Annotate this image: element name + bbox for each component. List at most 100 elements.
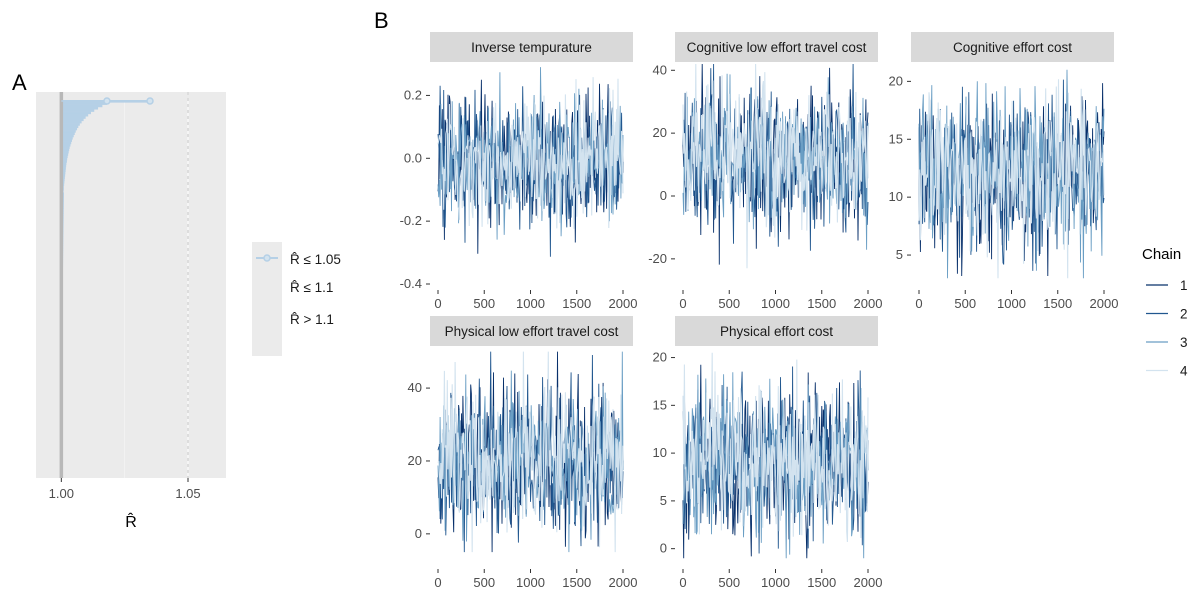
rhat-bar	[61, 146, 70, 149]
y-tick-label: 10	[653, 445, 667, 460]
rhat-x-tick-label: 1.05	[175, 486, 200, 501]
y-tick-label: 15	[889, 131, 903, 146]
chain-4-trace	[918, 79, 1105, 279]
rhat-bar	[61, 160, 67, 163]
chain-legend-label-3: 3	[1180, 335, 1188, 350]
rhat-bar	[61, 171, 66, 175]
x-tick-label: 1500	[807, 575, 836, 590]
x-tick-label: 2000	[854, 575, 883, 590]
trace-facet: Cognitive low effort travel cost -20 0 20 40…	[648, 32, 882, 311]
x-tick-label: 0	[679, 296, 686, 311]
rhat-bar	[61, 113, 89, 117]
rhat-bar	[61, 143, 71, 147]
y-tick-label: 20	[653, 125, 667, 140]
rhat-bar	[61, 118, 84, 122]
x-tick-label: 0	[679, 575, 686, 590]
y-tick-label: 15	[653, 397, 667, 412]
rhat-bar	[61, 111, 91, 115]
facet-strip	[675, 32, 878, 62]
y-tick-label: 20	[889, 73, 903, 88]
rhat-bar	[61, 153, 69, 156]
facet-strip-title: Inverse tempurature	[471, 40, 592, 55]
chain-legend-items: 1 2 3 4	[1146, 278, 1188, 379]
x-tick-label: 2000	[854, 296, 883, 311]
facet-strip-title: Physical low effort travel cost	[445, 324, 619, 339]
x-tick-label: 1000	[516, 575, 545, 590]
x-tick-label: 1500	[1043, 296, 1072, 311]
rhat-legend-entry-1: R̂ ≤ 1.05	[290, 252, 341, 267]
y-tick-label: -0.4	[400, 276, 422, 291]
rhat-max-point	[146, 97, 154, 105]
y-tick-label: -20	[648, 251, 667, 266]
x-tick-label: 0	[915, 296, 922, 311]
facet-strip	[675, 316, 878, 346]
rhat-bar	[61, 134, 74, 138]
rhat-bar	[61, 141, 72, 145]
x-tick-label: 500	[718, 575, 740, 590]
y-tick-label: 5	[660, 493, 667, 508]
x-tick-label: 1000	[761, 575, 790, 590]
x-tick-label: 500	[473, 296, 495, 311]
x-tick-label: 1500	[562, 296, 591, 311]
chain-4-trace	[682, 352, 869, 543]
x-tick-label: 0	[434, 296, 441, 311]
x-tick-label: 2000	[609, 296, 638, 311]
chain-legend: Chain 1 2 3 4	[1142, 246, 1188, 379]
rhat-bar	[61, 162, 67, 166]
x-tick-label: 500	[954, 296, 976, 311]
trace-facet: Physical low effort travel cost 0 20 40 0 500…	[408, 316, 638, 590]
rhat-legend-entry-2: R̂ ≤ 1.1	[290, 280, 333, 295]
facet-strip	[430, 316, 633, 346]
rhat-bar	[61, 120, 82, 124]
rhat-max-point	[103, 97, 111, 105]
y-tick-label: 0.2	[404, 87, 422, 102]
facet-strip-title: Cognitive effort cost	[953, 40, 1072, 55]
rhat-bar	[61, 132, 75, 135]
x-tick-label: 1500	[562, 575, 591, 590]
chain-4-trace	[682, 63, 869, 269]
chain-legend-label-1: 1	[1180, 278, 1188, 293]
panel-b-label: B	[374, 8, 389, 33]
facet-strip-title: Cognitive low effort travel cost	[687, 40, 867, 55]
x-tick-label: 1000	[997, 296, 1026, 311]
y-tick-label: 0	[660, 541, 667, 556]
panel-a-label: A	[12, 70, 27, 95]
rhat-bar	[61, 127, 78, 131]
trace-facet: Physical effort cost 0 5 10 15 20 0 500 1000 1500…	[653, 316, 883, 590]
chain-4-trace	[437, 77, 624, 229]
x-tick-label: 2000	[609, 575, 638, 590]
rhat-bar	[61, 116, 86, 119]
rhat-bar	[61, 125, 79, 129]
rhat-x-axis: 1.00 1.05	[49, 478, 201, 501]
rhat-bar	[61, 106, 99, 110]
trace-facet: Inverse tempurature -0.4 -0.2 0.0 0.2 0 500 100…	[400, 32, 638, 311]
y-tick-label: 40	[408, 380, 422, 395]
rhat-bar	[61, 169, 66, 172]
chain-4-trace	[437, 351, 624, 553]
rhat-bar	[61, 176, 65, 179]
x-tick-label: 2000	[1090, 296, 1119, 311]
rhat-bar	[61, 148, 70, 152]
rhat-plot: 1.00 1.05 R̂	[36, 92, 226, 531]
y-tick-label: 0.0	[404, 150, 422, 165]
facet-strip	[911, 32, 1114, 62]
rhat-bar	[61, 130, 76, 133]
facet-strip-title: Physical effort cost	[720, 324, 833, 339]
rhat-bar	[61, 139, 72, 142]
rhat-legend: R̂ ≤ 1.05 R̂ ≤ 1.1 R̂ > 1.1	[252, 242, 341, 356]
rhat-bar	[61, 104, 103, 108]
rhat-bar	[61, 174, 66, 177]
rhat-top-margin	[36, 92, 226, 100]
facet-strip	[430, 32, 633, 62]
rhat-bar	[61, 167, 66, 170]
chain-legend-title: Chain	[1142, 246, 1181, 263]
rhat-x-tick-label: 1.00	[49, 486, 74, 501]
x-tick-label: 500	[718, 296, 740, 311]
rhat-bar	[61, 164, 67, 168]
trace-facet: Cognitive effort cost 5 10 15 20 0 500 1000 1500…	[889, 32, 1119, 311]
y-tick-label: 20	[653, 350, 667, 365]
rhat-plot-background	[36, 92, 226, 478]
rhat-x-axis-title: R̂	[125, 511, 137, 531]
chain-2-trace	[437, 351, 624, 553]
